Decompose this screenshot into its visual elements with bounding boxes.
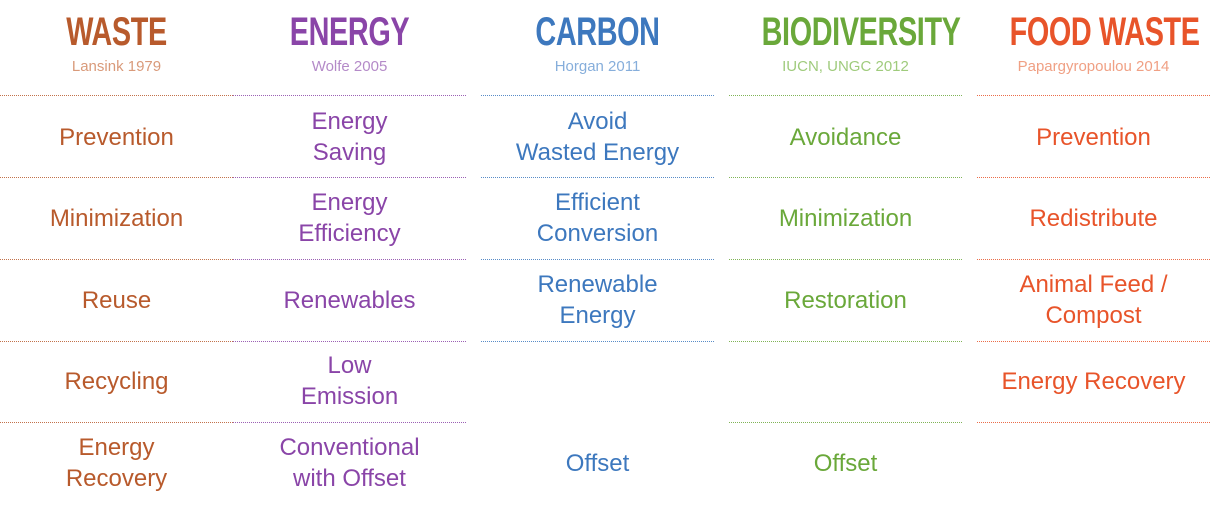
hierarchy-cell: Low Emission xyxy=(233,341,466,421)
row-divider xyxy=(729,341,962,342)
hierarchy-cell: Prevention xyxy=(0,97,233,177)
hierarchy-cell: Renewables xyxy=(233,260,466,340)
hierarchy-cell: Conventional with Offset xyxy=(233,423,466,503)
hierarchy-cell-label: Minimization xyxy=(778,204,913,232)
hierarchy-cell: Offset xyxy=(481,423,714,503)
row-divider xyxy=(233,341,466,342)
hierarchy-cell-label: Avoidance xyxy=(789,123,902,151)
column-title: FOOD WASTE xyxy=(1009,10,1200,54)
row-divider xyxy=(0,259,233,260)
hierarchy-cell-label: Reuse xyxy=(81,286,152,314)
hierarchy-cell-label: Redistribute xyxy=(1029,204,1158,232)
hierarchy-cell: Energy Recovery xyxy=(0,423,233,503)
row-divider xyxy=(233,259,466,260)
hierarchy-cell: Reuse xyxy=(0,260,233,340)
row-divider xyxy=(729,95,962,96)
hierarchy-cell-label: Offset xyxy=(565,449,630,477)
row-divider xyxy=(729,422,962,423)
hierarchy-cell: Animal Feed / Compost xyxy=(977,260,1210,340)
hierarchy-cell: Prevention xyxy=(977,97,1210,177)
hierarchy-cell-label: Offset xyxy=(813,449,878,477)
row-divider xyxy=(481,95,714,96)
row-divider xyxy=(0,95,233,96)
row-divider xyxy=(233,177,466,178)
hierarchy-cell: Energy Efficiency xyxy=(233,178,466,258)
hierarchy-cell-label: Recycling xyxy=(64,367,169,395)
hierarchy-cell: Energy Saving xyxy=(233,97,466,177)
hierarchy-cell-label: Efficient Conversion xyxy=(536,189,659,247)
hierarchy-cell-label: Renewables xyxy=(283,286,416,314)
row-divider xyxy=(977,341,1210,342)
hierarchy-cell-label: Avoid Wasted Energy xyxy=(515,108,680,166)
row-divider xyxy=(0,177,233,178)
hierarchy-cell-label: Minimization xyxy=(49,204,184,232)
hierarchy-cell: Renewable Energy xyxy=(481,260,714,340)
hierarchy-cell: Minimization xyxy=(0,178,233,258)
row-divider xyxy=(977,422,1210,423)
hierarchy-cell: Efficient Conversion xyxy=(481,178,714,258)
hierarchy-cell-label: Prevention xyxy=(1036,123,1151,151)
column-source: Horgan 2011 xyxy=(554,58,641,75)
hierarchy-cell-label: Animal Feed / Compost xyxy=(1019,271,1168,329)
hierarchy-cell-label: Renewable Energy xyxy=(537,271,658,329)
column-title: WASTE xyxy=(66,10,167,54)
hierarchy-cell-label: Energy Recovery xyxy=(65,434,168,492)
hierarchy-cell-label: Energy Recovery xyxy=(1001,367,1186,395)
column-source: Wolfe 2005 xyxy=(311,58,388,75)
row-divider xyxy=(481,341,714,342)
row-divider xyxy=(977,177,1210,178)
row-divider xyxy=(977,95,1210,96)
hierarchy-cell-label: Low Emission xyxy=(300,352,399,410)
hierarchy-cell-label: Prevention xyxy=(59,123,174,151)
column-title: BIODIVERSITY xyxy=(761,10,961,54)
column-source: Papargyropoulou 2014 xyxy=(1017,58,1170,75)
column-title: ENERGY xyxy=(289,10,410,54)
row-divider xyxy=(729,177,962,178)
hierarchy-cell-label: Energy Saving xyxy=(311,108,388,166)
row-divider xyxy=(233,422,466,423)
hierarchy-cell: Minimization xyxy=(729,178,962,258)
row-divider xyxy=(729,259,962,260)
row-divider xyxy=(977,259,1210,260)
hierarchy-cell: Energy Recovery xyxy=(977,341,1210,421)
row-divider xyxy=(481,259,714,260)
column-source: Lansink 1979 xyxy=(71,58,162,75)
row-divider xyxy=(481,177,714,178)
hierarchy-cell: Offset xyxy=(729,423,962,503)
hierarchy-cell-label: Conventional with Offset xyxy=(279,434,420,492)
hierarchy-cell-label: Restoration xyxy=(784,286,907,314)
row-divider xyxy=(0,422,233,423)
column-title: CARBON xyxy=(535,10,660,54)
hierarchy-cell: Avoidance xyxy=(729,97,962,177)
row-divider xyxy=(233,95,466,96)
hierarchy-cell: Restoration xyxy=(729,260,962,340)
hierarchy-cell: Redistribute xyxy=(977,178,1210,258)
hierarchy-cell-label: Energy Efficiency xyxy=(298,189,401,247)
row-divider xyxy=(0,341,233,342)
column-source: IUCN, UNGC 2012 xyxy=(782,58,909,75)
hierarchy-cell: Avoid Wasted Energy xyxy=(481,97,714,177)
hierarchy-cell: Recycling xyxy=(0,341,233,421)
